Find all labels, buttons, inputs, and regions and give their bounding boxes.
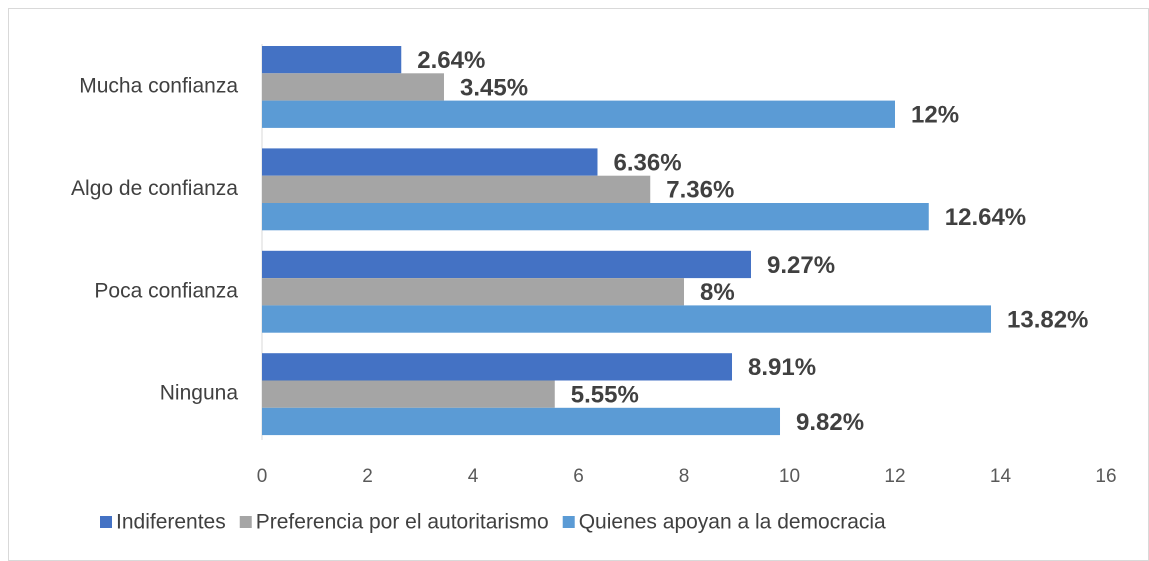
bar — [262, 407, 781, 436]
legend-label: Quienes apoyan a la democracia — [579, 511, 886, 534]
y-tick-label: Poca confianza — [94, 279, 238, 302]
value-label: 6.36% — [613, 149, 681, 176]
legend-swatch — [239, 516, 252, 528]
x-tick-label: 8 — [679, 466, 690, 487]
legend-label: Preferencia por el autoritarismo — [256, 511, 549, 534]
x-tick-label: 16 — [1095, 466, 1116, 487]
bar — [262, 305, 992, 333]
bar — [262, 46, 402, 74]
value-label: 9.27% — [767, 252, 835, 279]
value-label: 9.82% — [796, 409, 864, 436]
y-tick-label: Mucha confianza — [79, 74, 238, 97]
value-label: 8.91% — [748, 354, 816, 381]
bar — [262, 278, 684, 306]
x-tick-label: 6 — [573, 466, 584, 487]
y-tick-label: Algo de confianza — [71, 177, 238, 200]
value-label: 7.36% — [666, 177, 734, 204]
bar — [262, 73, 444, 101]
x-tick-label: 4 — [468, 466, 479, 487]
x-tick-label: 0 — [257, 466, 268, 487]
legend-label: Indiferentes — [116, 511, 226, 534]
value-label: 12% — [911, 102, 959, 129]
value-label: 8% — [700, 279, 735, 306]
value-label: 12.64% — [945, 204, 1026, 231]
value-label: 2.64% — [417, 47, 485, 74]
legend-swatch — [562, 516, 575, 528]
bar — [262, 203, 929, 231]
bar — [262, 100, 895, 128]
bar — [262, 250, 751, 279]
x-tick-label: 12 — [884, 466, 905, 487]
value-label: 5.55% — [571, 381, 639, 408]
bar — [262, 175, 651, 203]
y-tick-label: Ninguna — [160, 382, 239, 405]
value-label: 3.45% — [460, 74, 528, 101]
value-label: 13.82% — [1007, 306, 1088, 333]
legend-swatch — [100, 516, 112, 528]
x-tick-label: 10 — [779, 466, 800, 487]
x-tick-label: 14 — [990, 466, 1012, 487]
bar — [262, 353, 733, 381]
bar — [262, 148, 598, 176]
bar — [262, 380, 555, 408]
x-tick-label: 2 — [362, 466, 373, 487]
